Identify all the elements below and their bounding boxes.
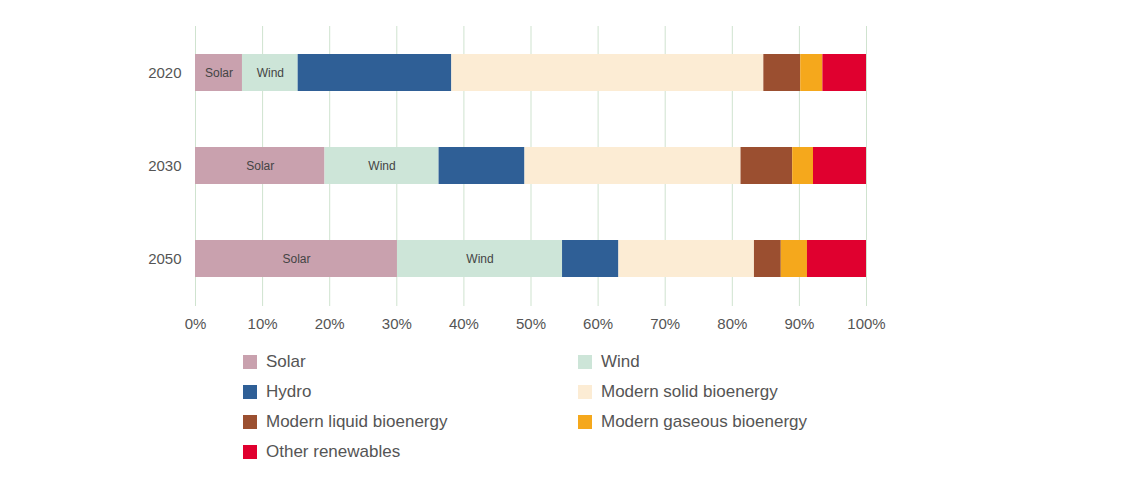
svg-text:80%: 80% bbox=[717, 315, 747, 332]
svg-text:70%: 70% bbox=[650, 315, 680, 332]
svg-text:2050: 2050 bbox=[148, 250, 181, 267]
svg-text:0%: 0% bbox=[185, 315, 207, 332]
svg-text:10%: 10% bbox=[248, 315, 278, 332]
svg-text:30%: 30% bbox=[382, 315, 412, 332]
svg-text:Wind: Wind bbox=[257, 66, 284, 80]
svg-text:100%: 100% bbox=[847, 315, 885, 332]
svg-text:2020: 2020 bbox=[148, 64, 181, 81]
html-text:Other renewables: Other renewables bbox=[266, 441, 401, 461]
html-text:Modern liquid bioenergy: Modern liquid bioenergy bbox=[266, 411, 448, 431]
svg-text:Solar: Solar bbox=[205, 66, 233, 80]
svg-text:Wind: Wind bbox=[368, 159, 395, 173]
svg-text:60%: 60% bbox=[583, 315, 613, 332]
html-text:Wind: Wind bbox=[601, 351, 640, 371]
html-text:Modern solid bioenergy: Modern solid bioenergy bbox=[601, 381, 778, 401]
svg-text:2030: 2030 bbox=[148, 157, 181, 174]
html-text:Hydro: Hydro bbox=[266, 381, 312, 401]
html-text:Solar: Solar bbox=[266, 351, 306, 371]
svg-text:40%: 40% bbox=[449, 315, 479, 332]
svg-text:Solar: Solar bbox=[246, 159, 274, 173]
svg-text:Solar: Solar bbox=[282, 252, 310, 266]
html-text:Modern gaseous bioenergy: Modern gaseous bioenergy bbox=[601, 411, 807, 431]
svg-text:Wind: Wind bbox=[466, 252, 493, 266]
svg-text:90%: 90% bbox=[784, 315, 814, 332]
svg-text:20%: 20% bbox=[315, 315, 345, 332]
svg-text:50%: 50% bbox=[516, 315, 546, 332]
